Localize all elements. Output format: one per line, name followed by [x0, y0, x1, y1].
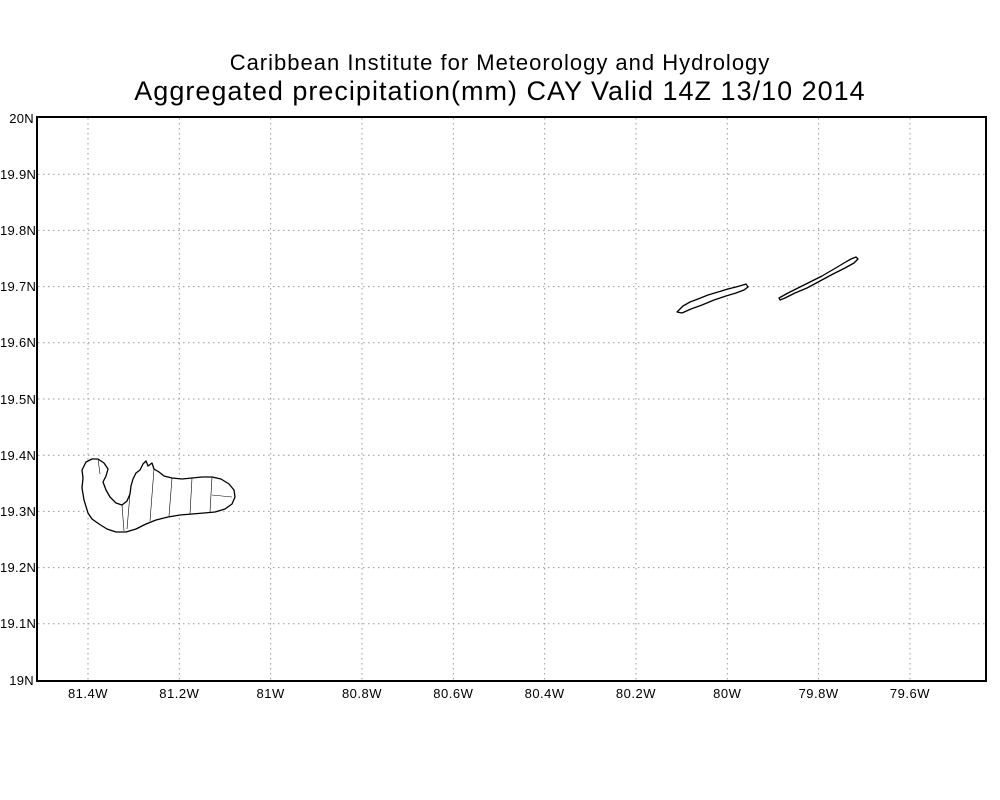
y-tick-label: 19.1N	[0, 616, 37, 632]
y-tick-label: 19.7N	[0, 279, 37, 295]
y-tick-label: 20N	[9, 110, 34, 126]
x-tick-label: 80.4W	[524, 686, 565, 701]
y-tick-label: 19.6N	[0, 335, 37, 351]
title-line-1: Caribbean Institute for Meteorology and …	[229, 50, 771, 75]
grid-lines	[38, 118, 985, 680]
little-cayman-outline	[676, 283, 749, 314]
y-tick-label: 19.8N	[0, 222, 37, 238]
map-canvas	[38, 118, 985, 680]
y-tick-label: 19.5N	[0, 391, 37, 407]
plot-area	[36, 116, 987, 682]
grand-cayman-outline	[81, 458, 236, 533]
y-tick-label: 19.3N	[0, 503, 37, 519]
x-tick-label: 81.4W	[67, 686, 109, 701]
titles: Caribbean Institute for Meteorology and …	[0, 50, 1000, 106]
x-tick-label: 80.2W	[615, 686, 656, 701]
x-tick-label: 80W	[713, 686, 742, 701]
x-tick-label: 80.8W	[341, 686, 383, 701]
islands	[81, 256, 859, 533]
y-tick-label: 19.9N	[0, 166, 37, 182]
x-tick-label: 81W	[256, 686, 285, 701]
x-tick-label: 80.6W	[433, 686, 474, 701]
title-line-2: Aggregated precipitation(mm) CAY Valid 1…	[134, 76, 866, 106]
x-tick-label: 79.8W	[798, 686, 839, 701]
cayman-brac-outline	[778, 256, 859, 301]
x-tick-label: 79.6W	[889, 686, 930, 701]
y-tick-label: 19.2N	[0, 560, 37, 576]
x-tick-label: 81.2W	[159, 686, 200, 701]
y-tick-label: 19N	[9, 672, 34, 688]
grand-cayman-district-lines	[97, 458, 233, 532]
y-tick-label: 19.4N	[0, 447, 37, 463]
